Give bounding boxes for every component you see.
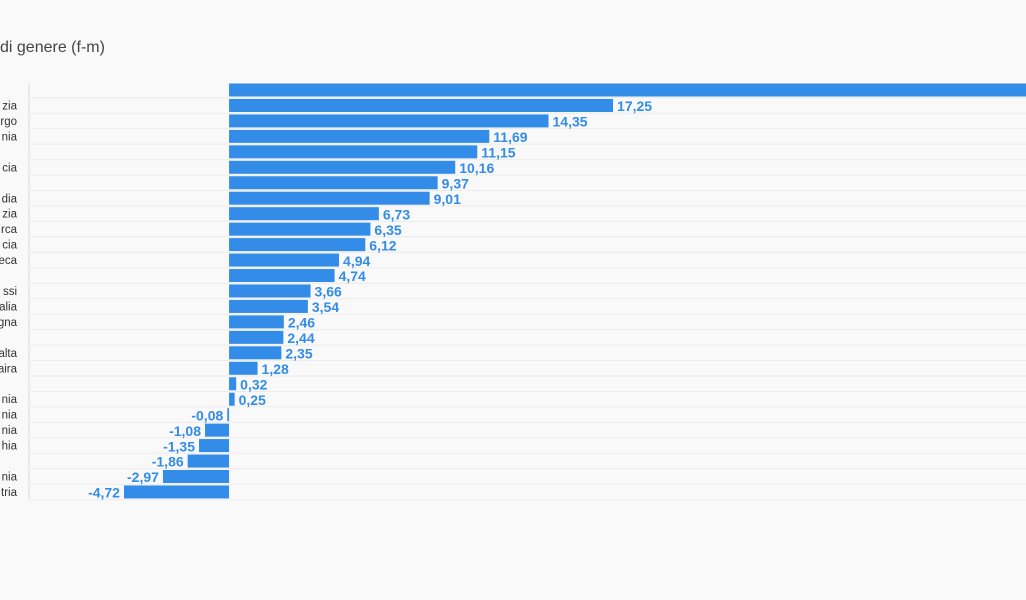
bar xyxy=(123,485,230,499)
category-label: cia xyxy=(2,162,17,174)
bar xyxy=(229,253,340,267)
category-label: gna xyxy=(0,317,18,329)
bar xyxy=(229,160,456,174)
bar xyxy=(229,346,282,360)
category-label: nia xyxy=(2,410,18,422)
bar xyxy=(229,207,379,221)
bar xyxy=(229,191,430,205)
category-label: ssi xyxy=(3,286,17,298)
bar xyxy=(229,145,478,159)
category-label: cia xyxy=(2,240,17,252)
category-label: zia xyxy=(2,209,17,221)
category-label: rgo xyxy=(0,116,17,128)
bar xyxy=(199,439,230,453)
category-label: nia xyxy=(2,131,18,143)
value-label: 0,25 xyxy=(239,392,266,408)
bar xyxy=(229,392,235,406)
bar xyxy=(229,330,284,344)
chart-title: di genere (f-m) xyxy=(0,39,105,56)
category-label: nia xyxy=(2,394,18,406)
value-label: 9,37 xyxy=(442,175,469,191)
value-label: 4,74 xyxy=(339,268,366,284)
category-label: rca xyxy=(1,224,18,236)
value-label: 9,01 xyxy=(434,191,461,207)
value-label: -1,86 xyxy=(152,454,184,470)
bar xyxy=(229,114,549,128)
value-label: 6,73 xyxy=(383,206,410,222)
bar xyxy=(229,299,308,313)
bar xyxy=(227,408,230,422)
value-label: -1,35 xyxy=(163,438,195,454)
value-label: 3,66 xyxy=(315,284,342,300)
bar xyxy=(229,315,284,329)
category-label: alta xyxy=(0,348,18,360)
bar xyxy=(229,284,311,298)
bar xyxy=(229,129,490,143)
value-label: -2,97 xyxy=(127,469,159,485)
value-label: 14,35 xyxy=(553,114,588,130)
value-label: -0,08 xyxy=(191,407,223,423)
bar xyxy=(162,470,230,483)
category-label: aira xyxy=(0,363,18,375)
value-label: 10,16 xyxy=(459,160,494,176)
bar xyxy=(205,423,230,437)
category-label: alia xyxy=(0,301,18,313)
bar xyxy=(229,238,366,252)
value-label: 1,28 xyxy=(262,361,289,377)
bar xyxy=(229,222,371,236)
bar xyxy=(229,83,1026,97)
bar xyxy=(229,377,237,391)
value-label: 4,94 xyxy=(343,253,370,269)
value-label: 11,69 xyxy=(493,129,527,145)
category-label: dia xyxy=(2,193,18,205)
value-label: 3,54 xyxy=(312,299,339,315)
value-label: -1,08 xyxy=(169,423,201,439)
category-label: nia xyxy=(2,425,18,437)
value-label: -4,72 xyxy=(88,485,120,501)
value-label: 0,32 xyxy=(240,376,267,392)
category-label: nia xyxy=(2,472,18,484)
category-label: tria xyxy=(1,487,18,499)
value-label: 2,35 xyxy=(285,346,312,362)
bar xyxy=(229,361,258,375)
bar xyxy=(229,98,614,112)
value-label: 11,15 xyxy=(481,145,515,161)
bar xyxy=(187,454,230,468)
value-label: 17,25 xyxy=(617,98,652,114)
value-label: 6,35 xyxy=(374,222,401,238)
category-label: zia xyxy=(2,100,17,112)
value-label: 2,44 xyxy=(287,330,314,346)
bar xyxy=(229,269,335,283)
value-label: 2,46 xyxy=(288,315,315,331)
bar xyxy=(229,176,438,190)
category-label: hia xyxy=(2,441,18,453)
value-label: 6,12 xyxy=(369,237,396,253)
category-label: eca xyxy=(0,255,18,267)
